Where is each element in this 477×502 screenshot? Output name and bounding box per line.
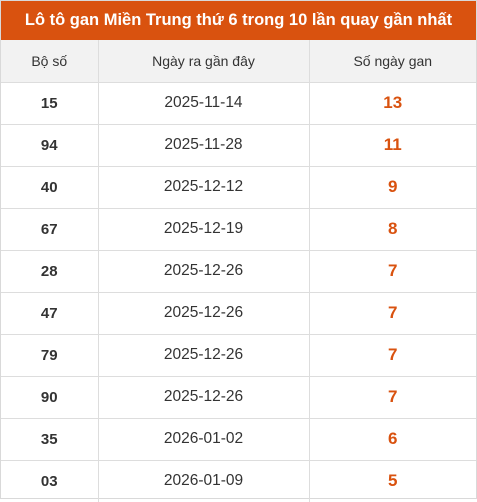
table-row: 47 2025-12-26 7: [1, 292, 476, 335]
cell-ngay-ra: 2025-11-28: [97, 124, 309, 167]
header-so-ngay-gan: Số ngày gan: [308, 40, 476, 83]
table-row: 28 2025-12-26 7: [1, 250, 476, 293]
table-row: 15 2025-11-14 13: [1, 82, 476, 125]
cell-so-ngay-gan: 7: [308, 376, 476, 419]
cell-ngay-ra: 2026-01-02: [97, 418, 309, 461]
cell-bo-so: 35: [1, 418, 98, 461]
cell-ngay-ra: 2025-11-14: [97, 82, 309, 125]
cell-so-ngay-gan: 13: [308, 82, 476, 125]
table-body: 15 2025-11-14 13 94 2025-11-28 11 40 202…: [1, 82, 476, 502]
table-row: 94 2025-11-28 11: [1, 124, 476, 167]
header-row: Bộ số Ngày ra gần đây Số ngày gan: [1, 40, 476, 83]
table-row: 40 2025-12-12 9: [1, 166, 476, 209]
cell-ngay-ra: 2025-12-26: [97, 376, 309, 419]
table-header: Bộ số Ngày ra gần đây Số ngày gan: [1, 40, 476, 83]
cell-bo-so: 15: [1, 82, 98, 125]
cell-ngay-ra: 2025-12-26: [97, 250, 309, 293]
cell-so-ngay-gan: 7: [308, 250, 476, 293]
cell-bo-so: 79: [1, 334, 98, 377]
cell-so-ngay-gan: 11: [308, 124, 476, 167]
cell-bo-so: 47: [1, 292, 98, 335]
cell-ngay-ra: 2026-01-09: [97, 460, 309, 502]
header-bo-so: Bộ số: [1, 40, 98, 83]
table-row: 90 2025-12-26 7: [1, 376, 476, 419]
cell-ngay-ra: 2025-12-26: [97, 334, 309, 377]
lo-gan-table: Bộ số Ngày ra gần đây Số ngày gan 15 202…: [1, 40, 476, 502]
widget-title: Lô tô gan Miền Trung thứ 6 trong 10 lần …: [1, 1, 476, 40]
cell-so-ngay-gan: 8: [308, 208, 476, 251]
cell-bo-so: 94: [1, 124, 98, 167]
cell-so-ngay-gan: 6: [308, 418, 476, 461]
cell-bo-so: 67: [1, 208, 98, 251]
cell-bo-so: 28: [1, 250, 98, 293]
table-row: 67 2025-12-19 8: [1, 208, 476, 251]
header-ngay-ra: Ngày ra gần đây: [97, 40, 309, 83]
cell-bo-so: 90: [1, 376, 98, 419]
cell-so-ngay-gan: 7: [308, 292, 476, 335]
cell-so-ngay-gan: 7: [308, 334, 476, 377]
table-row: 03 2026-01-09 5: [1, 460, 476, 502]
cell-so-ngay-gan: 5: [308, 460, 476, 502]
cell-bo-so: 40: [1, 166, 98, 209]
table-row: 35 2026-01-02 6: [1, 418, 476, 461]
cell-ngay-ra: 2025-12-26: [97, 292, 309, 335]
cell-so-ngay-gan: 9: [308, 166, 476, 209]
cell-ngay-ra: 2025-12-12: [97, 166, 309, 209]
table-row: 79 2025-12-26 7: [1, 334, 476, 377]
cell-ngay-ra: 2025-12-19: [97, 208, 309, 251]
cell-bo-so: 03: [40, 472, 58, 490]
